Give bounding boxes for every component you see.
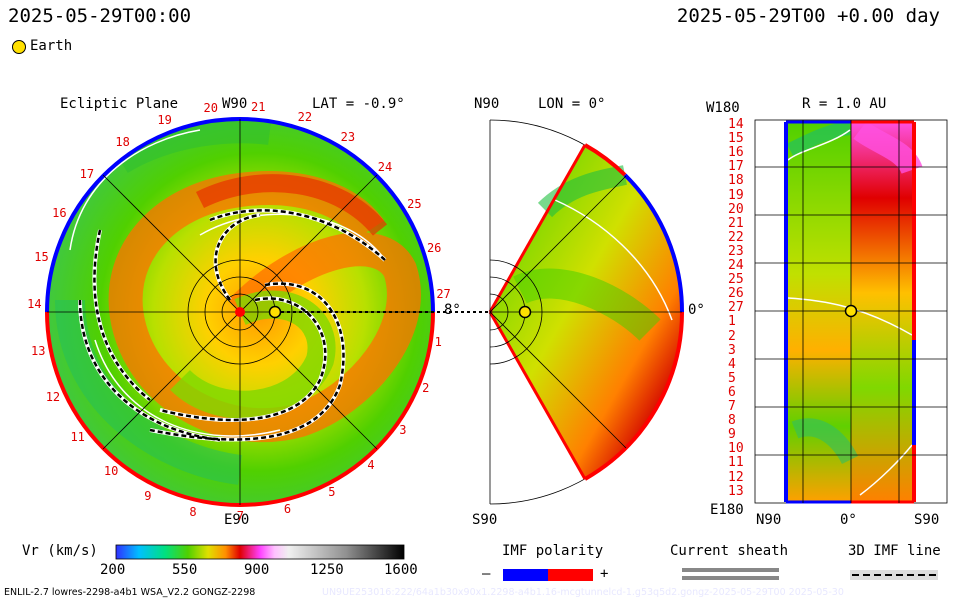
- colorbar-tick: 1250: [310, 562, 344, 578]
- radial-row-label: 3: [728, 342, 736, 358]
- ecliptic-title: Ecliptic Plane: [60, 96, 179, 112]
- ecliptic-deg-label: 8°: [444, 302, 461, 318]
- radial-row-label: 6: [728, 384, 736, 400]
- radial-x-mid: 0°: [840, 512, 857, 528]
- imf-plus-label: +: [600, 566, 609, 582]
- colorbar-tick: 200: [100, 562, 126, 578]
- earth-legend-label: Earth: [30, 38, 73, 54]
- radial-row-label: 25: [728, 272, 744, 288]
- colorbar-tick: 900: [244, 562, 270, 578]
- rotation-label: 5: [328, 485, 336, 499]
- radial-r-label: R = 1.0 AU: [802, 96, 887, 112]
- rotation-label: 24: [377, 159, 393, 174]
- radial-panel-plot: [754, 119, 948, 504]
- earth-marker-icon: [12, 40, 26, 54]
- rotation-label: 2: [422, 380, 430, 395]
- ecliptic-bottom-label: E90: [224, 512, 250, 528]
- radial-row-label: 17: [728, 159, 744, 175]
- rotation-label: 16: [52, 205, 67, 220]
- imf-minus-label: –: [482, 566, 491, 582]
- rotation-label: 6: [283, 502, 292, 517]
- rotation-label: 25: [407, 197, 422, 212]
- rotation-label: 11: [70, 430, 85, 445]
- radial-row-label: 13: [728, 483, 744, 499]
- radial-top-left-label: W180: [706, 100, 740, 116]
- imf-line-swatch: [850, 570, 938, 580]
- rotation-label: 1: [434, 334, 442, 349]
- imf-negative-swatch: [503, 569, 548, 581]
- radial-row-label: 10: [728, 441, 744, 457]
- rotation-label: 3: [399, 422, 407, 437]
- radial-row-label: 21: [728, 215, 744, 231]
- rotation-label: 7: [236, 508, 244, 523]
- rotation-label: 18: [115, 135, 130, 150]
- rotation-label: 17: [79, 166, 95, 181]
- meridional-plane-plot: [488, 119, 685, 505]
- radial-row-label: 23: [728, 243, 744, 259]
- rotation-label: 14: [27, 296, 42, 311]
- ecliptic-lat-label: LAT = -0.9°: [312, 96, 405, 112]
- meridional-lon-label: LON = 0°: [538, 96, 606, 112]
- rotation-label: 20: [203, 100, 218, 115]
- rotation-label: 26: [426, 240, 442, 255]
- footer-model-info: ENLIL-2.7 lowres-2298-a4b1 WSA_V2.2 GONG…: [4, 587, 256, 598]
- radial-row-label: 2: [728, 328, 736, 344]
- rotation-label: 15: [34, 249, 49, 264]
- current-sheath-title: Current sheath: [670, 543, 789, 559]
- colorbar-tick: 550: [172, 562, 198, 578]
- radial-row-label: 27: [728, 300, 744, 316]
- rotation-label: 9: [144, 489, 152, 504]
- radial-row-label: 11: [728, 455, 744, 471]
- radial-row-label: 20: [728, 201, 744, 217]
- ecliptic-top-label: W90: [222, 96, 248, 112]
- rotation-label: 13: [30, 344, 46, 359]
- radial-row-label: 26: [728, 286, 744, 302]
- ecliptic-plane-plot: [45, 117, 492, 507]
- radial-x-right: S90: [914, 512, 940, 528]
- vr-colorbar: [115, 544, 405, 560]
- colorbar-tick: 1600: [384, 562, 418, 578]
- radial-row-label: 24: [728, 258, 744, 273]
- radial-row-label: 16: [728, 145, 744, 161]
- meridional-top-label: N90: [474, 96, 500, 112]
- timestamp-left: 2025-05-29T00:00: [8, 5, 192, 27]
- meridional-bottom-label: S90: [472, 512, 498, 528]
- radial-row-label: 18: [728, 173, 744, 189]
- rotation-label: 22: [297, 109, 313, 124]
- rotation-label: 4: [367, 457, 375, 472]
- footer-run-id: UN9UE253016:222/64a1b30x90x1.2298-a4b1.1…: [322, 587, 844, 598]
- timestamp-right: 2025-05-29T00 +0.00 day: [676, 5, 940, 27]
- radial-row-label: 14: [728, 117, 744, 132]
- rotation-label: 23: [340, 130, 356, 145]
- radial-bottom-left-label: E180: [710, 502, 744, 518]
- imf-positive-swatch: [548, 569, 593, 581]
- radial-row-label: 8: [728, 413, 736, 429]
- rotation-label: 8: [189, 504, 197, 519]
- meridional-right-label: 0°: [688, 302, 705, 318]
- radial-row-label: 12: [728, 469, 744, 485]
- current-sheath-swatch: [682, 568, 779, 580]
- radial-row-label: 7: [728, 399, 736, 414]
- radial-row-label: 4: [728, 356, 736, 372]
- radial-row-label: 15: [728, 131, 744, 147]
- radial-row-label: 22: [728, 229, 744, 245]
- rotation-label: 27: [436, 287, 451, 302]
- rotation-label: 21: [251, 99, 266, 114]
- imf-line-title: 3D IMF line: [848, 543, 941, 559]
- rotation-label: 10: [103, 464, 119, 479]
- radial-row-label: 1: [728, 314, 736, 330]
- radial-row-label: 5: [728, 370, 736, 386]
- rotation-label: 12: [45, 389, 61, 404]
- radial-x-left: N90: [756, 512, 782, 528]
- radial-row-label: 19: [728, 187, 744, 203]
- imf-polarity-title: IMF polarity: [502, 543, 604, 559]
- rotation-label: 19: [157, 113, 172, 128]
- radial-row-label: 9: [728, 427, 736, 443]
- colorbar-label: Vr (km/s): [22, 543, 98, 559]
